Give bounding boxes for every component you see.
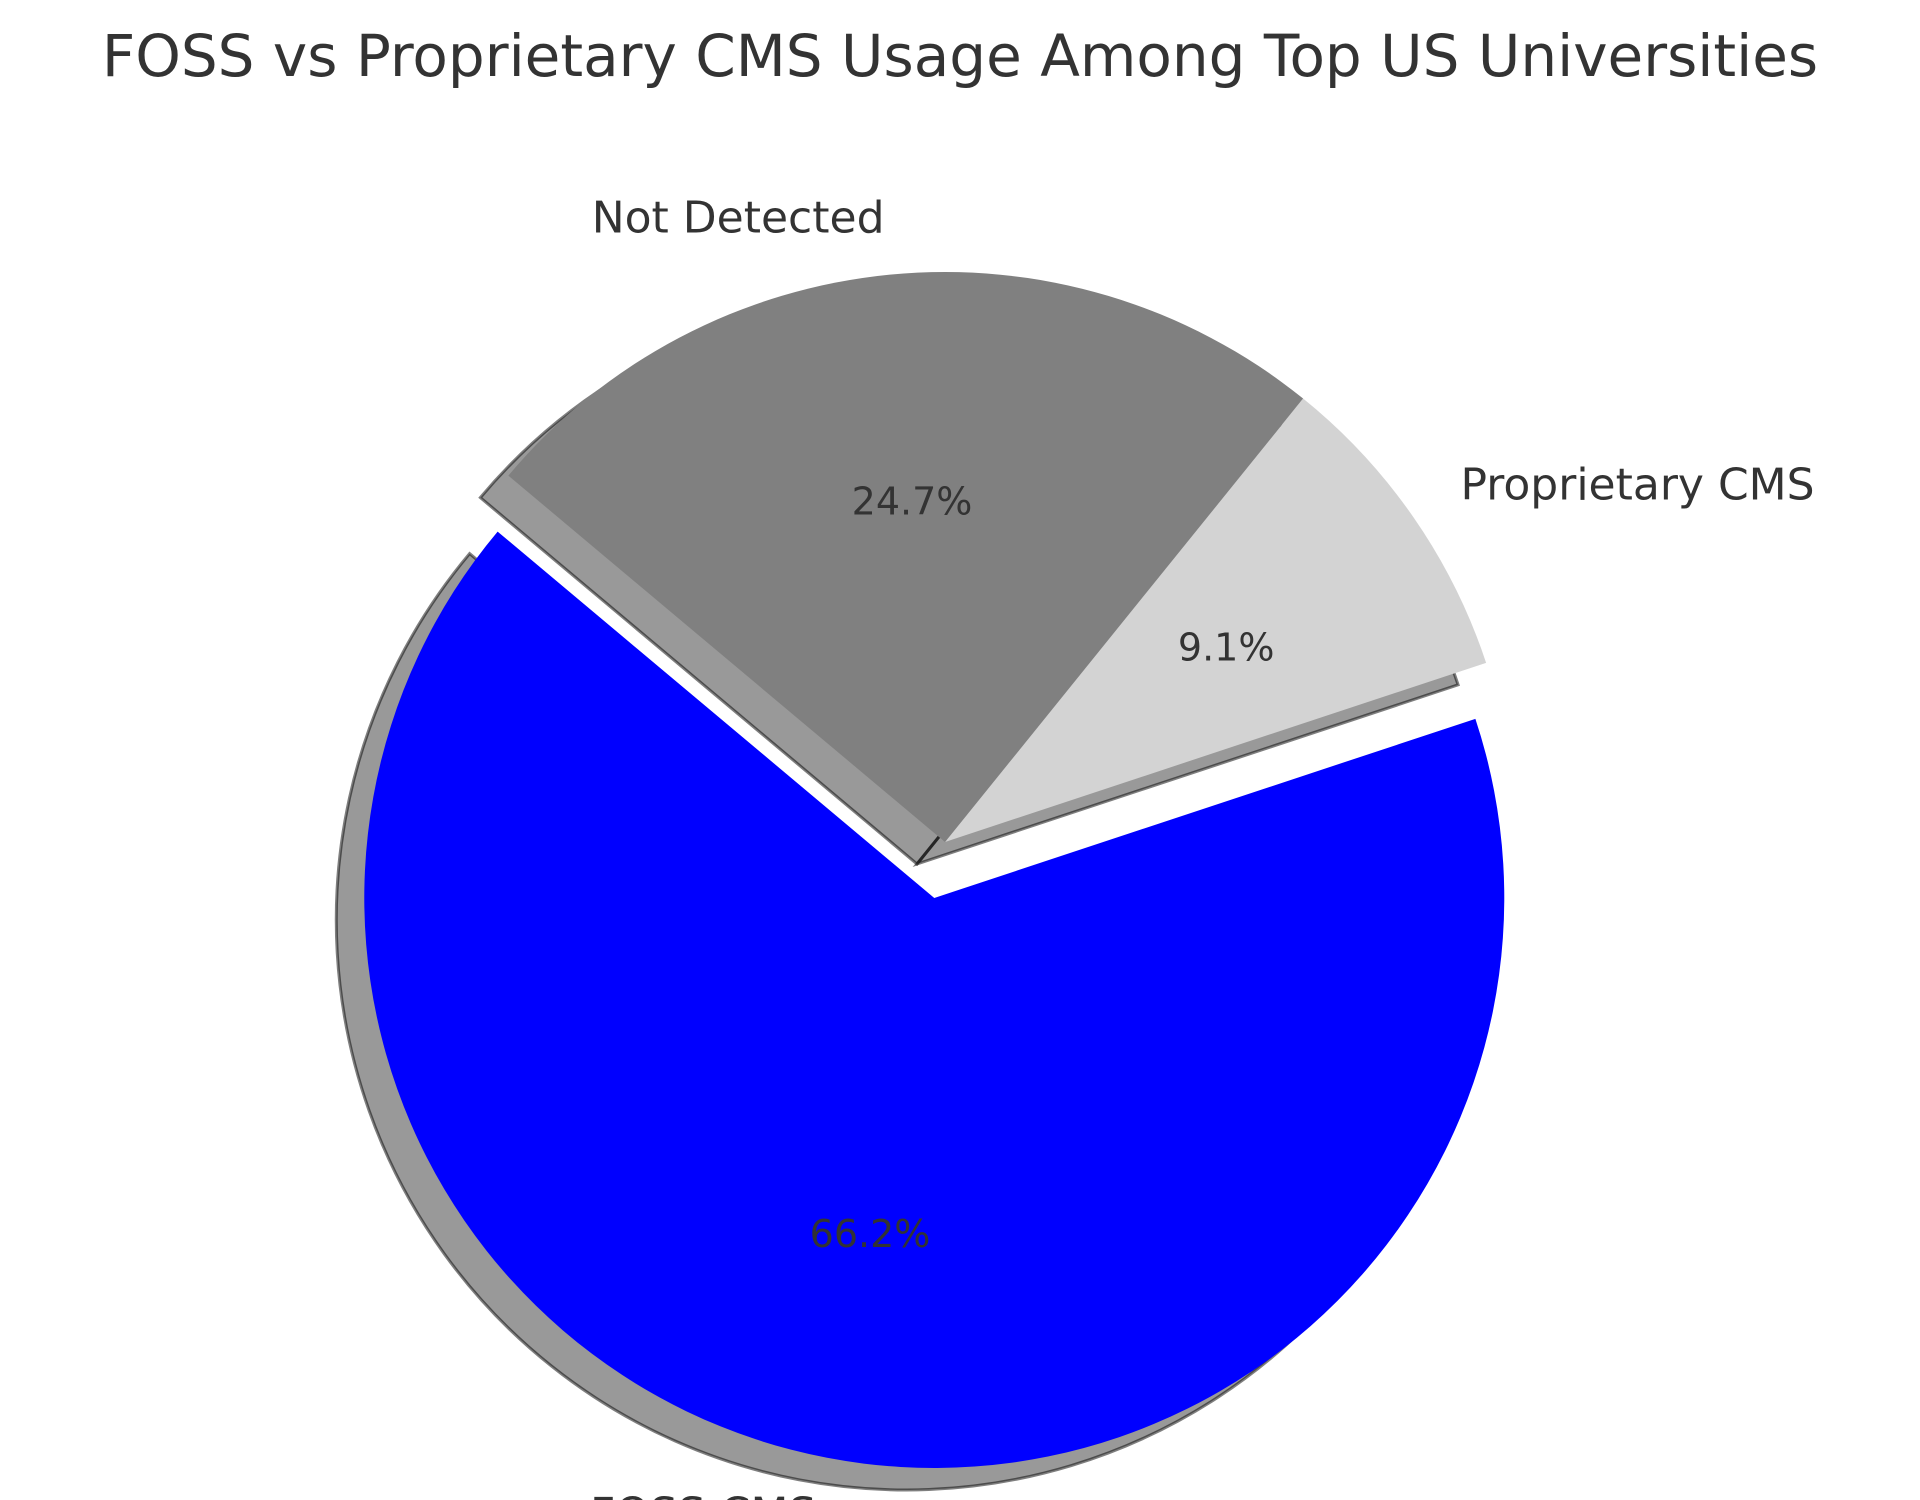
slice-layer — [364, 272, 1505, 1468]
pct-label-proprietary-cms: 9.1% — [1178, 625, 1275, 669]
slice-label-foss-cms: FOSS CMS — [590, 1488, 816, 1500]
pie-slice-proprietary-cms — [945, 398, 1487, 842]
pct-label-not-detected: 24.7% — [852, 480, 973, 524]
pct-label-foss-cms: 66.2% — [810, 1212, 931, 1256]
slice-label-proprietary-cms: Proprietary CMS — [1461, 460, 1815, 511]
pie-slice-not-detected — [508, 272, 1304, 842]
pie-slice-foss-cms — [364, 531, 1505, 1468]
chart-title: FOSS vs Proprietary CMS Usage Among Top … — [102, 22, 1818, 90]
slice-label-not-detected: Not Detected — [592, 192, 885, 243]
label-layer: 66.2% FOSS CMS 9.1% Proprietary CMS 24.7% Not… — [590, 192, 1815, 1500]
